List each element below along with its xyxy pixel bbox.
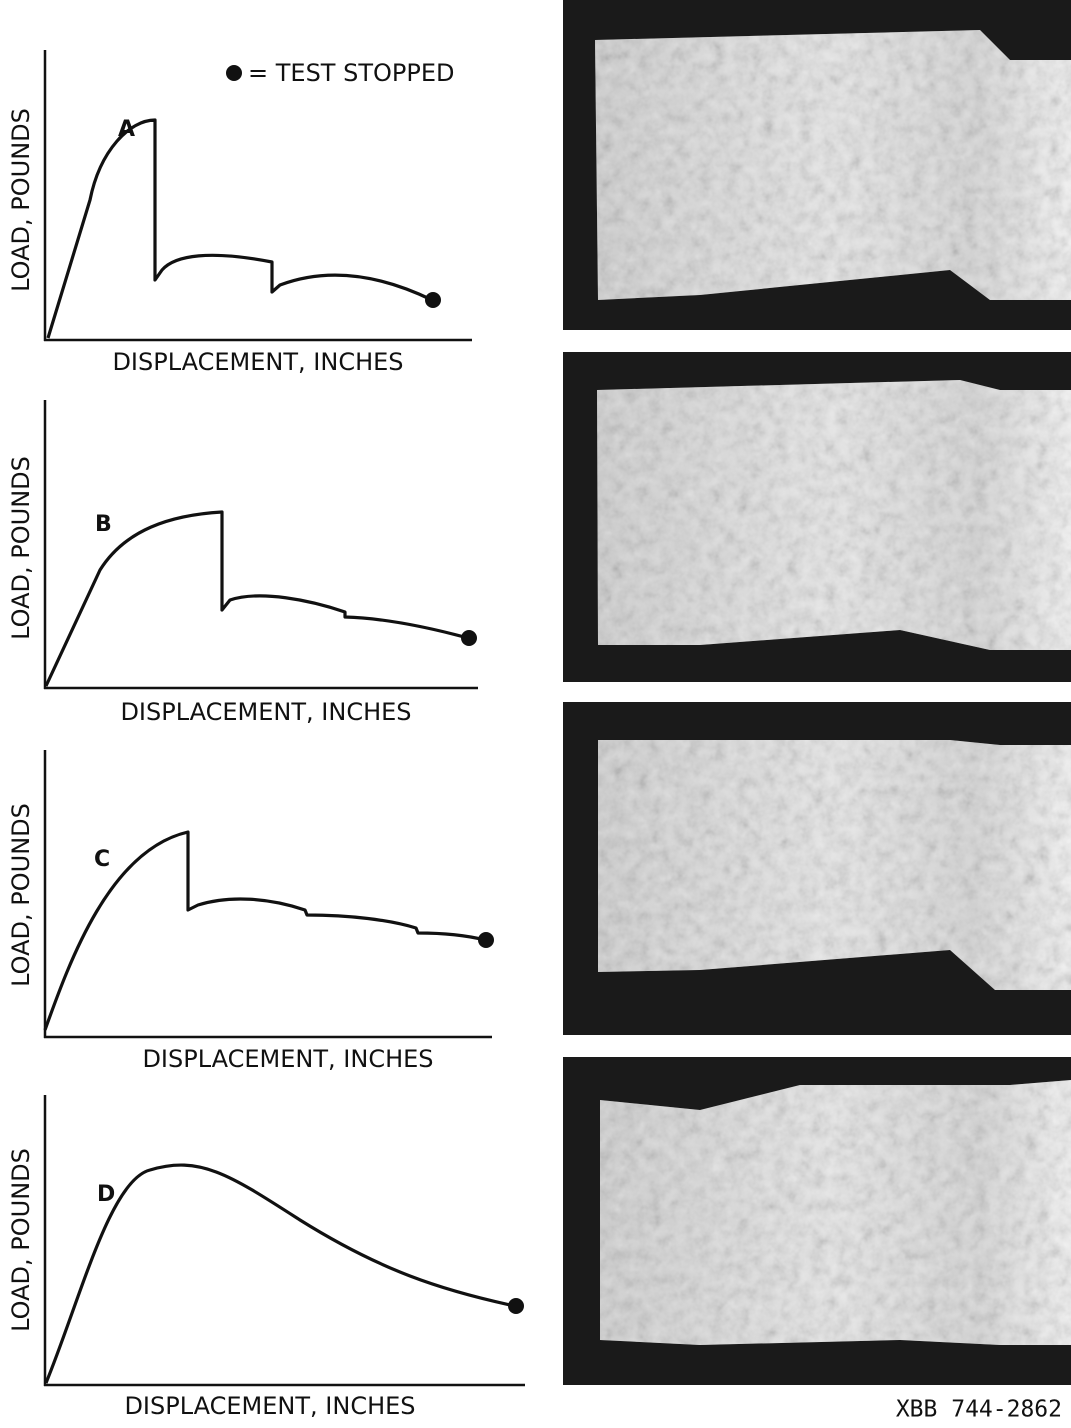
curve <box>46 1165 515 1383</box>
curve <box>48 120 432 338</box>
panel-d: D DISPLACEMENT, INCHES LOAD, POUNDS <box>7 1095 525 1420</box>
panel-a: A DISPLACEMENT, INCHES LOAD, POUNDS <box>7 50 472 376</box>
stop-marker <box>508 1298 524 1314</box>
curve <box>46 512 468 686</box>
y-label: LOAD, POUNDS <box>7 456 35 640</box>
y-label: LOAD, POUNDS <box>7 803 35 987</box>
curve-letter: C <box>94 847 110 872</box>
curve-letter: A <box>118 117 135 142</box>
legend-text: = TEST STOPPED <box>248 59 454 87</box>
photo <box>563 352 1071 682</box>
photo <box>563 702 1071 1035</box>
x-label: DISPLACEMENT, INCHES <box>120 698 411 726</box>
y-label: LOAD, POUNDS <box>7 108 35 292</box>
stop-marker <box>478 932 494 948</box>
curve-letter: D <box>97 1182 115 1207</box>
stop-marker <box>425 292 441 308</box>
photo <box>563 0 1071 330</box>
legend-marker <box>226 65 242 81</box>
caption: XBB 744-2862 <box>896 1397 1062 1423</box>
panel-b: B DISPLACEMENT, INCHES LOAD, POUNDS <box>7 400 478 726</box>
x-label: DISPLACEMENT, INCHES <box>124 1392 415 1420</box>
curve-letter: B <box>95 512 112 537</box>
y-label: LOAD, POUNDS <box>7 1148 35 1332</box>
stop-marker <box>461 630 477 646</box>
x-label: DISPLACEMENT, INCHES <box>142 1045 433 1073</box>
curve <box>45 832 485 1030</box>
panel-c: C DISPLACEMENT, INCHES LOAD, POUNDS <box>7 750 494 1073</box>
photo <box>563 1057 1071 1385</box>
x-label: DISPLACEMENT, INCHES <box>112 348 403 376</box>
figure: = TEST STOPPED A DISPLACEMENT, INCHES LO… <box>0 0 1071 1428</box>
